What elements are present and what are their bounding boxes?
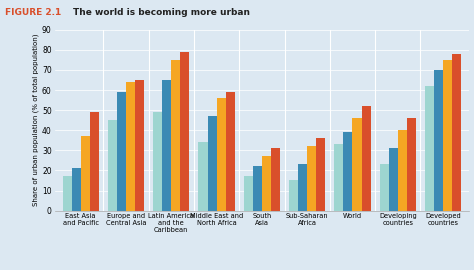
Bar xyxy=(253,166,262,211)
Bar xyxy=(407,118,416,211)
Bar xyxy=(389,148,398,211)
Text: The world is becoming more urban: The world is becoming more urban xyxy=(73,8,250,17)
Bar xyxy=(398,130,407,211)
Bar xyxy=(244,176,253,211)
Bar xyxy=(226,92,235,211)
Bar xyxy=(271,148,280,211)
Bar xyxy=(289,180,298,211)
Bar xyxy=(217,98,226,211)
Bar xyxy=(153,112,162,211)
Bar xyxy=(262,156,271,211)
Bar xyxy=(135,80,144,211)
Bar xyxy=(90,112,99,211)
Bar xyxy=(171,60,181,211)
Text: FIGURE 2.1: FIGURE 2.1 xyxy=(5,8,61,17)
Bar xyxy=(316,138,325,211)
Bar xyxy=(162,80,171,211)
Bar xyxy=(72,168,81,211)
Bar xyxy=(380,164,389,211)
Bar xyxy=(199,142,208,211)
Bar xyxy=(443,60,452,211)
Bar xyxy=(334,144,343,211)
Bar xyxy=(81,136,90,211)
Bar xyxy=(425,86,434,211)
Bar xyxy=(434,70,443,211)
Bar xyxy=(362,106,371,211)
Bar xyxy=(126,82,135,211)
Y-axis label: Share of urban population (% of total population): Share of urban population (% of total po… xyxy=(33,34,39,206)
Bar xyxy=(208,116,217,211)
Bar xyxy=(181,52,190,211)
Bar xyxy=(452,54,461,211)
Bar xyxy=(63,176,72,211)
Bar xyxy=(298,164,307,211)
Bar xyxy=(117,92,126,211)
Bar xyxy=(307,146,316,211)
Bar xyxy=(353,118,362,211)
Bar xyxy=(108,120,117,211)
Bar xyxy=(343,132,353,211)
